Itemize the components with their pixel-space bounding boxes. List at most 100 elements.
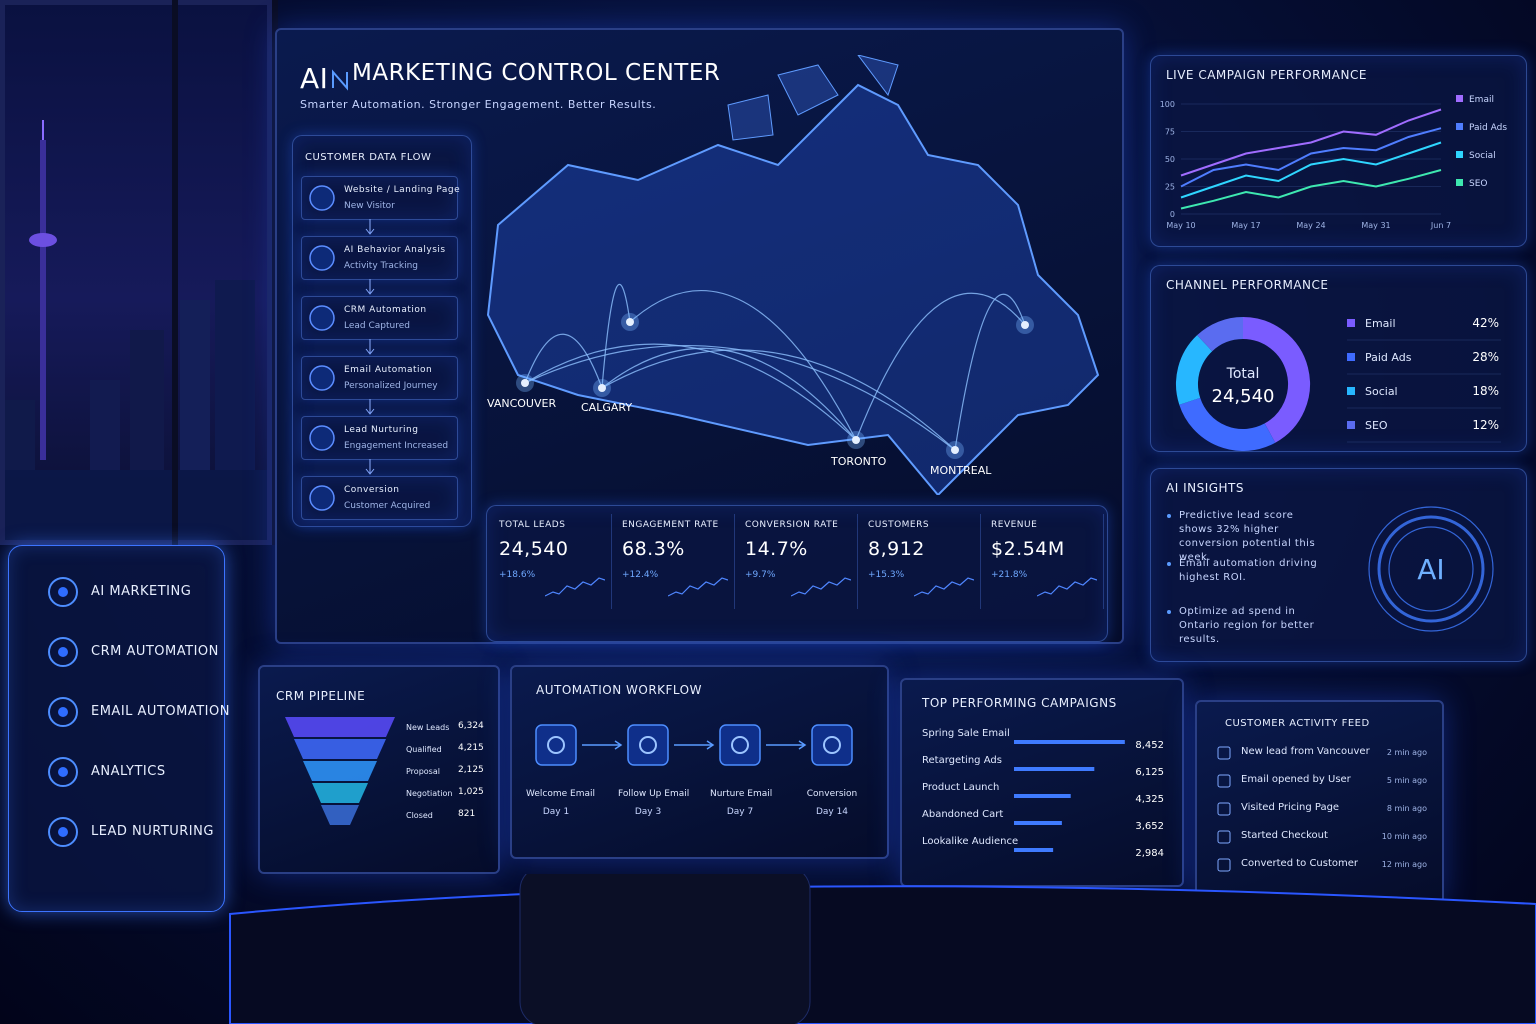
- insight-text: Email automation driving highest ROI.: [1179, 558, 1318, 583]
- step-icon: [309, 425, 335, 451]
- workflow-screen: AUTOMATION WORKFLOW Welcome Email Day 1 Fol…: [510, 665, 889, 859]
- icon-dot: [58, 767, 68, 777]
- donut-segment: [1179, 397, 1276, 451]
- kpi-card: TOTAL LEADS 24,540 +18.6%: [495, 514, 612, 609]
- kpi-label: CUSTOMERS: [868, 520, 930, 530]
- bullet: [1167, 562, 1171, 566]
- step-title: Nurture Email: [710, 789, 773, 799]
- desk: [229, 874, 1536, 1024]
- funnel-stage: [294, 739, 386, 759]
- map: VANCOUVER CALGARY TORONTO MONTREAL: [486, 55, 1100, 495]
- menu-item[interactable]: CRM AUTOMATION: [91, 644, 219, 659]
- step-subtitle: New Visitor: [344, 201, 395, 211]
- series-line: [1180, 108, 1442, 177]
- arrow: [674, 740, 715, 750]
- icon-glyph: [547, 736, 565, 754]
- flow-step: Conversion Customer Acquired: [301, 476, 458, 520]
- badge-text: AI: [1417, 553, 1444, 586]
- legend-label: SEO: [1469, 179, 1487, 189]
- activity-feed-screen: CUSTOMER ACTIVITY FEED New lead from Vanc…: [1195, 700, 1444, 904]
- value-label: 2,984: [1135, 848, 1164, 859]
- y-tick-label: 50: [1165, 155, 1175, 164]
- arrow: [582, 740, 623, 750]
- donut-chart: Email 42% Paid Ads 28% Social 18% SEO 12% Total 2…: [1176, 316, 1501, 451]
- feed-icon: [1217, 858, 1231, 872]
- route-arc: [601, 349, 956, 451]
- icon-ring: [309, 365, 335, 391]
- legend-swatch: [1347, 353, 1355, 361]
- stage-count: 1,025: [458, 787, 484, 797]
- line-chart: 0 25 50 75 100 May 10 May 17 May 24 May 31 Jun 7 E…: [1160, 95, 1507, 230]
- series-line: [1180, 141, 1442, 199]
- feed-text: Converted to Customer: [1241, 858, 1359, 869]
- value-label: 12%: [1472, 418, 1499, 432]
- flow-arrow: [365, 399, 375, 415]
- legend-swatch: [1347, 421, 1355, 429]
- step-title: Follow Up Email: [618, 789, 690, 799]
- flow-step: Website / Landing Page New Visitor: [301, 176, 460, 220]
- step-icon: [309, 485, 335, 511]
- campaign-name: Lookalike Audience: [922, 836, 1018, 847]
- menu-icon: [48, 577, 78, 607]
- badge-ring: [1377, 515, 1485, 623]
- feed-text: Email opened by User: [1241, 774, 1351, 785]
- kpi-label: TOTAL LEADS: [499, 520, 566, 530]
- stage-label: Proposal: [406, 767, 440, 776]
- panel-title: CHANNEL PERFORMANCE: [1166, 278, 1329, 292]
- step-title: Conversion: [806, 789, 858, 799]
- step-subtitle: Customer Acquired: [344, 501, 431, 511]
- kpi-label: ENGAGEMENT RATE: [622, 520, 719, 530]
- title: MARKETING CONTROL CENTER: [352, 60, 721, 86]
- value-label: 42%: [1472, 316, 1499, 330]
- arrow: [365, 339, 375, 355]
- legend-swatch: [1456, 151, 1463, 158]
- spark: [545, 577, 605, 597]
- kpi-change: +9.7%: [745, 570, 776, 580]
- icon-dot: [58, 707, 68, 717]
- kpi-label: CONVERSION RATE: [745, 520, 839, 530]
- value-label: 18%: [1472, 384, 1499, 398]
- flow-arrow: [365, 219, 375, 235]
- icon-glyph: [731, 736, 749, 754]
- icon-box: [811, 724, 853, 766]
- top-campaigns-screen: TOP PERFORMING CAMPAIGNS Spring Sale Emai…: [900, 678, 1184, 887]
- panel-title: CUSTOMER ACTIVITY FEED: [1225, 718, 1370, 729]
- panel-title: AUTOMATION WORKFLOW: [536, 683, 702, 697]
- step-title: Lead Nurturing: [344, 425, 419, 435]
- sparkline: [914, 577, 974, 597]
- icon-box: [1217, 858, 1231, 872]
- menu-item[interactable]: AI MARKETING: [91, 584, 192, 599]
- menu-item[interactable]: ANALYTICS: [91, 764, 166, 779]
- value-label: 8,452: [1135, 740, 1164, 751]
- menu-item[interactable]: LEAD NURTURING: [91, 824, 214, 839]
- spark: [791, 577, 851, 597]
- kpi-value: 14.7%: [745, 538, 808, 560]
- step-icon: [309, 185, 335, 211]
- flow-arrow: [365, 459, 375, 475]
- funnel: [285, 717, 395, 825]
- city-label: VANCOUVER: [487, 397, 556, 410]
- feed-time: 8 min ago: [1386, 804, 1427, 813]
- icon-box: [627, 724, 669, 766]
- panel-title: CUSTOMER DATA FLOW: [305, 152, 432, 163]
- menu-icon: [48, 697, 78, 727]
- step-icon: [535, 724, 577, 766]
- kpi-value: 24,540: [499, 538, 569, 560]
- kpi-change: +18.6%: [499, 570, 536, 580]
- ai-badge: AI: [1368, 506, 1494, 632]
- menu-item[interactable]: EMAIL AUTOMATION: [91, 704, 230, 719]
- y-tick-label: 25: [1165, 183, 1175, 192]
- arctic-islands: [727, 55, 899, 141]
- kpi-value: 8,912: [868, 538, 925, 560]
- legend-swatch: [1456, 95, 1463, 102]
- bar: [1014, 767, 1095, 771]
- flow-step: Lead Nurturing Engagement Increased: [301, 416, 458, 460]
- icon-box: [1217, 746, 1231, 760]
- bar: [1014, 821, 1062, 825]
- legend-label: Paid Ads: [1469, 123, 1507, 133]
- bar: [1014, 848, 1054, 852]
- legend-label: Social: [1469, 151, 1496, 161]
- menu-icon: [48, 637, 78, 667]
- step-day: Day 7: [726, 807, 754, 817]
